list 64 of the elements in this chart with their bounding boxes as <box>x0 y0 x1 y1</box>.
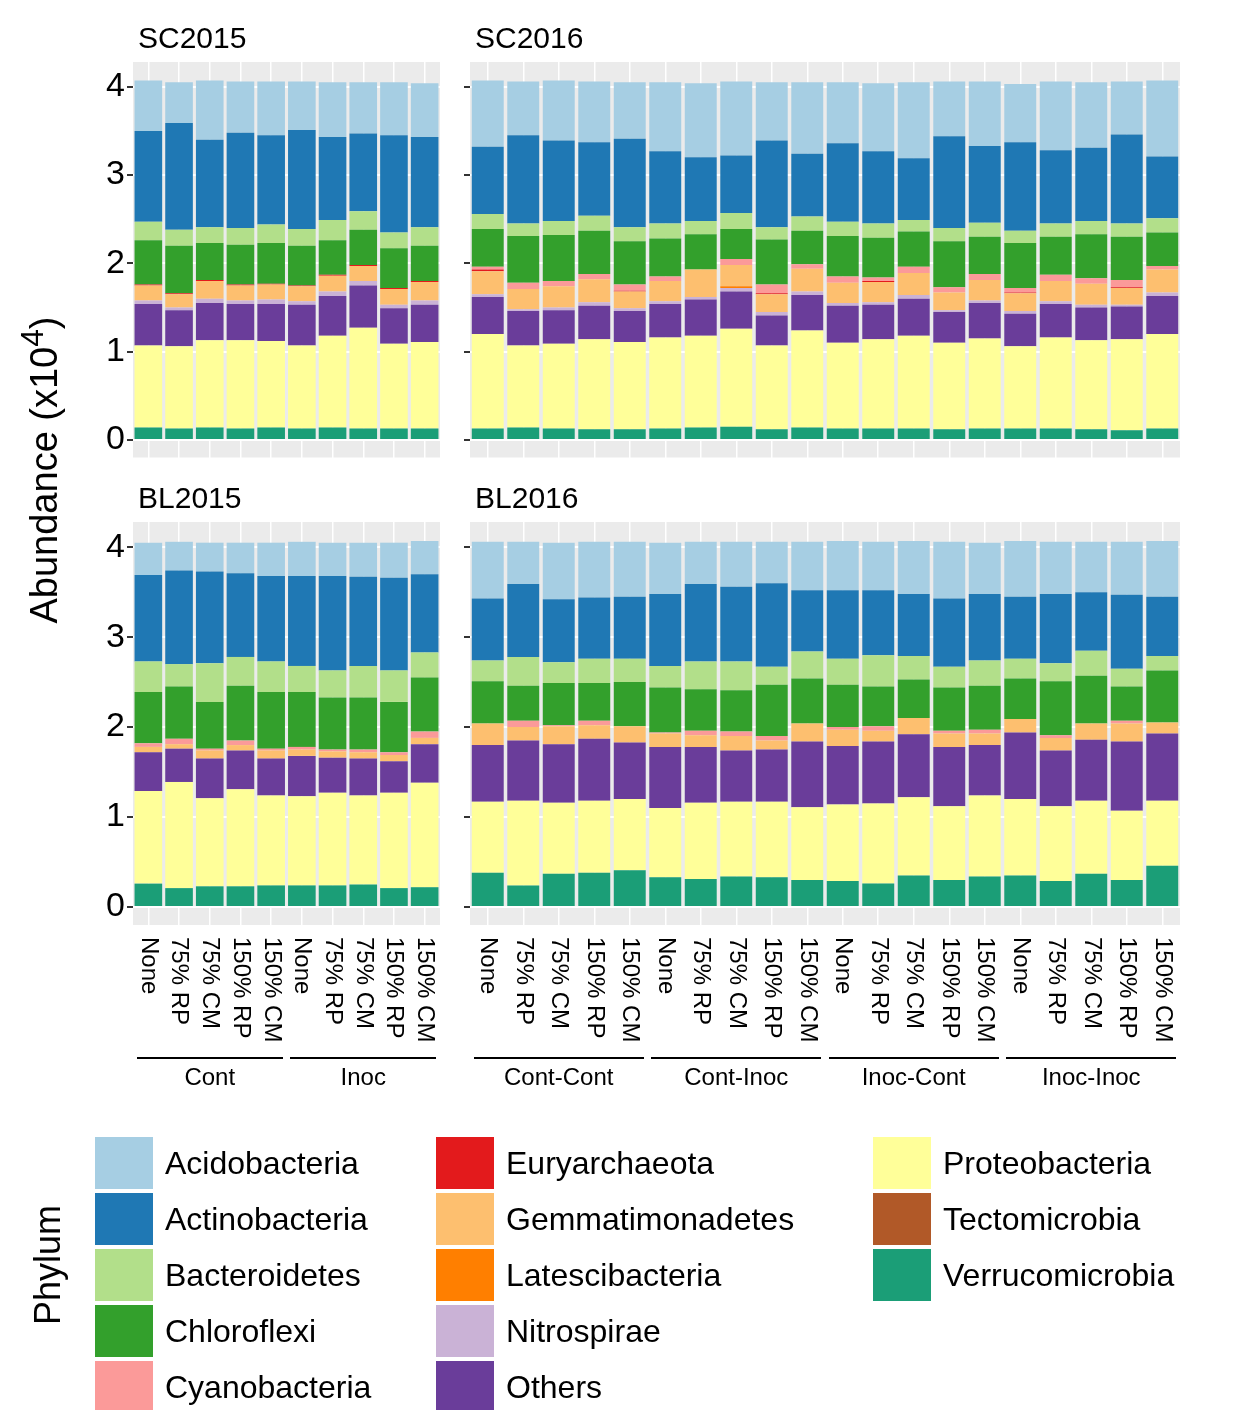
legend-label: Actinobacteria <box>165 1200 368 1238</box>
x-tick-label: None <box>476 937 504 995</box>
legend-label: Chloroflexi <box>165 1312 317 1350</box>
y-tick-label: 3 <box>106 615 125 654</box>
x-tick-label: 150% RP <box>937 937 965 1039</box>
x-tick-label: 75% CM <box>547 937 575 1030</box>
legend-label: Latescibacteria <box>506 1256 722 1294</box>
chart-title: BL2016 <box>475 481 579 514</box>
text: Inoc <box>339 1063 387 1091</box>
x-tick-label: 150% RP <box>582 937 610 1039</box>
legend-label: Euryarchaeota <box>506 1144 715 1182</box>
y-tick-label: 4 <box>106 525 125 564</box>
text: Inoc-Inoc <box>1040 1063 1142 1091</box>
x-tick-label: 150% CM <box>618 937 646 1043</box>
legend-title: Phylum <box>27 1204 69 1326</box>
x-tick-label: 75% CM <box>1079 937 1107 1030</box>
x-tick-label: 75% RP <box>511 937 539 1026</box>
x-tick-label: 75% RP <box>689 937 717 1026</box>
x-tick-label: 75% CM <box>902 937 930 1030</box>
legend-label: Tectomicrobia <box>943 1200 1141 1238</box>
x-tick-label: 75% RP <box>320 937 348 1026</box>
y-tick-label: 2 <box>106 241 125 280</box>
legend-label: Cyanobacteria <box>165 1368 372 1406</box>
text: Cont-Inoc <box>683 1063 790 1091</box>
y-tick-label: 4 <box>106 65 125 104</box>
x-tick-label: 150% RP <box>228 937 256 1039</box>
x-tick-label: None <box>831 937 859 995</box>
x-tick-label: 75% CM <box>724 937 752 1030</box>
x-tick-label: 75% RP <box>866 937 894 1026</box>
legend-label: Acidobacteria <box>165 1144 359 1182</box>
x-tick-label: 150% CM <box>259 937 287 1043</box>
x-tick-label: None <box>1008 937 1036 995</box>
legend-label: Bacteroidetes <box>165 1256 361 1294</box>
legend-label: Verrucomicrobia <box>943 1256 1175 1294</box>
x-tick-label: 150% RP <box>382 937 410 1039</box>
x-tick-label: 75% RP <box>1044 937 1072 1026</box>
x-tick-label: 150% CM <box>1150 937 1178 1043</box>
text: Cont <box>183 1063 237 1091</box>
legend-label: Gemmatimonadetes <box>506 1200 795 1238</box>
legend-label: Proteobacteria <box>943 1144 1152 1182</box>
x-tick-label: 75% CM <box>198 937 226 1030</box>
x-tick-label: None <box>290 937 318 995</box>
x-tick-label: None <box>653 937 681 995</box>
x-tick-label: 75% CM <box>351 937 379 1030</box>
text: Cont-Cont <box>503 1063 615 1091</box>
y-tick-label: 0 <box>106 885 125 924</box>
chart-title: BL2015 <box>138 481 242 514</box>
x-tick-label: None <box>136 937 164 995</box>
legend-label: Others <box>506 1368 603 1406</box>
chart-title: SC2015 <box>138 21 247 54</box>
x-tick-label: 150% RP <box>760 937 788 1039</box>
y-tick-label: 1 <box>106 795 125 834</box>
x-tick-label: 75% RP <box>167 937 195 1026</box>
x-tick-label: 150% CM <box>973 937 1001 1043</box>
y-tick-label: 1 <box>106 330 125 369</box>
y-tick-label: 0 <box>106 418 125 457</box>
x-tick-label: 150% RP <box>1115 937 1143 1039</box>
text: Inoc-Cont <box>860 1063 967 1091</box>
x-tick-label: 150% CM <box>413 937 441 1043</box>
y-tick-label: 2 <box>106 705 125 744</box>
legend-label: Nitrospirae <box>506 1312 661 1350</box>
x-tick-label: 150% CM <box>795 937 823 1043</box>
y-tick-label: 3 <box>106 153 125 192</box>
chart-title: SC2016 <box>475 21 584 54</box>
